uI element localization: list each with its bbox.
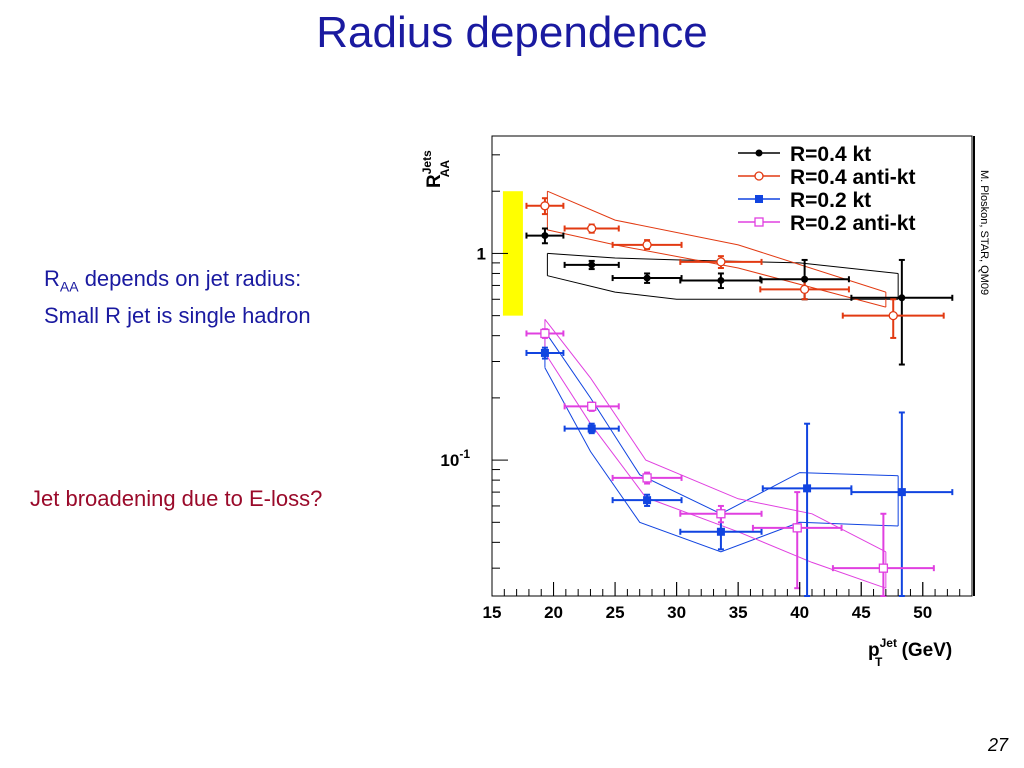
x-axis-title: pJet T (GeV) [868,636,952,669]
page-number: 27 [987,735,1008,755]
data-point [716,509,726,519]
legend-entry-label: R=0.4 kt [790,143,871,166]
legend-marker [754,171,764,181]
eloss-question: Jet broadening due to E-loss? [30,486,323,511]
data-point [642,240,652,250]
x-tick-label: 30 [667,603,686,622]
data-point [799,284,810,295]
slide-title: Radius dependence [316,8,708,57]
data-point [541,232,549,240]
data-point [897,488,906,497]
data-point [587,401,597,412]
data-point [643,274,651,282]
sys-band-upper [547,252,899,274]
legend-marker [755,195,763,203]
data-point [717,276,725,284]
y-tick-label: 1 [477,244,486,263]
sys-band-lower [544,367,899,553]
radius-dependence-note: RAA depends on jet radius: Small R jet i… [44,264,311,331]
raa-note-text: depends on jet radius: [78,266,302,291]
y-axis-title-text: RJets AA [420,150,452,188]
data-point [587,424,596,433]
data-point [898,294,906,302]
x-tick-label: 50 [913,603,932,622]
x-tick-label: 40 [790,603,809,622]
data-point [540,348,549,357]
data-point [643,496,652,505]
data-point [878,563,889,573]
legend-entry-label: R=0.2 kt [790,189,871,212]
legend-entry-label: R=0.4 anti-kt [790,166,915,189]
legend-marker [755,149,763,157]
sys-band-lower [544,352,886,589]
normalization-band [502,191,523,316]
data-point [540,201,550,211]
legend-entry-label: R=0.2 anti-kt [790,212,915,235]
sys-band-upper [544,331,899,515]
sys-band-upper [544,318,887,553]
data-point [792,523,802,533]
data-point [803,484,812,493]
data-point [642,473,652,483]
x-tick-label: 15 [483,603,502,622]
data-point [716,257,726,267]
y-tick-label: 10-1 [440,447,470,470]
data-point [716,527,725,536]
single-hadron-note: Small R jet is single hadron [44,303,311,329]
legend-marker [754,217,764,227]
y-axis-title: RJets AA [420,150,452,188]
data-point [888,310,898,321]
x-tick-label: 25 [606,603,625,622]
raa-symbol: R [44,266,60,291]
data-point [540,328,550,339]
sys-band-upper [547,190,886,293]
plot-frame [491,135,973,597]
data-point [587,223,597,234]
x-tick-label: 45 [852,603,871,622]
x-tick-label: 35 [729,603,748,622]
sys-band-lower [547,229,886,308]
data-point [588,261,596,269]
raa-subscript: AA [59,278,79,295]
data-point [801,275,809,283]
x-tick-label: 20 [544,603,563,622]
sys-band-lower [547,275,899,300]
